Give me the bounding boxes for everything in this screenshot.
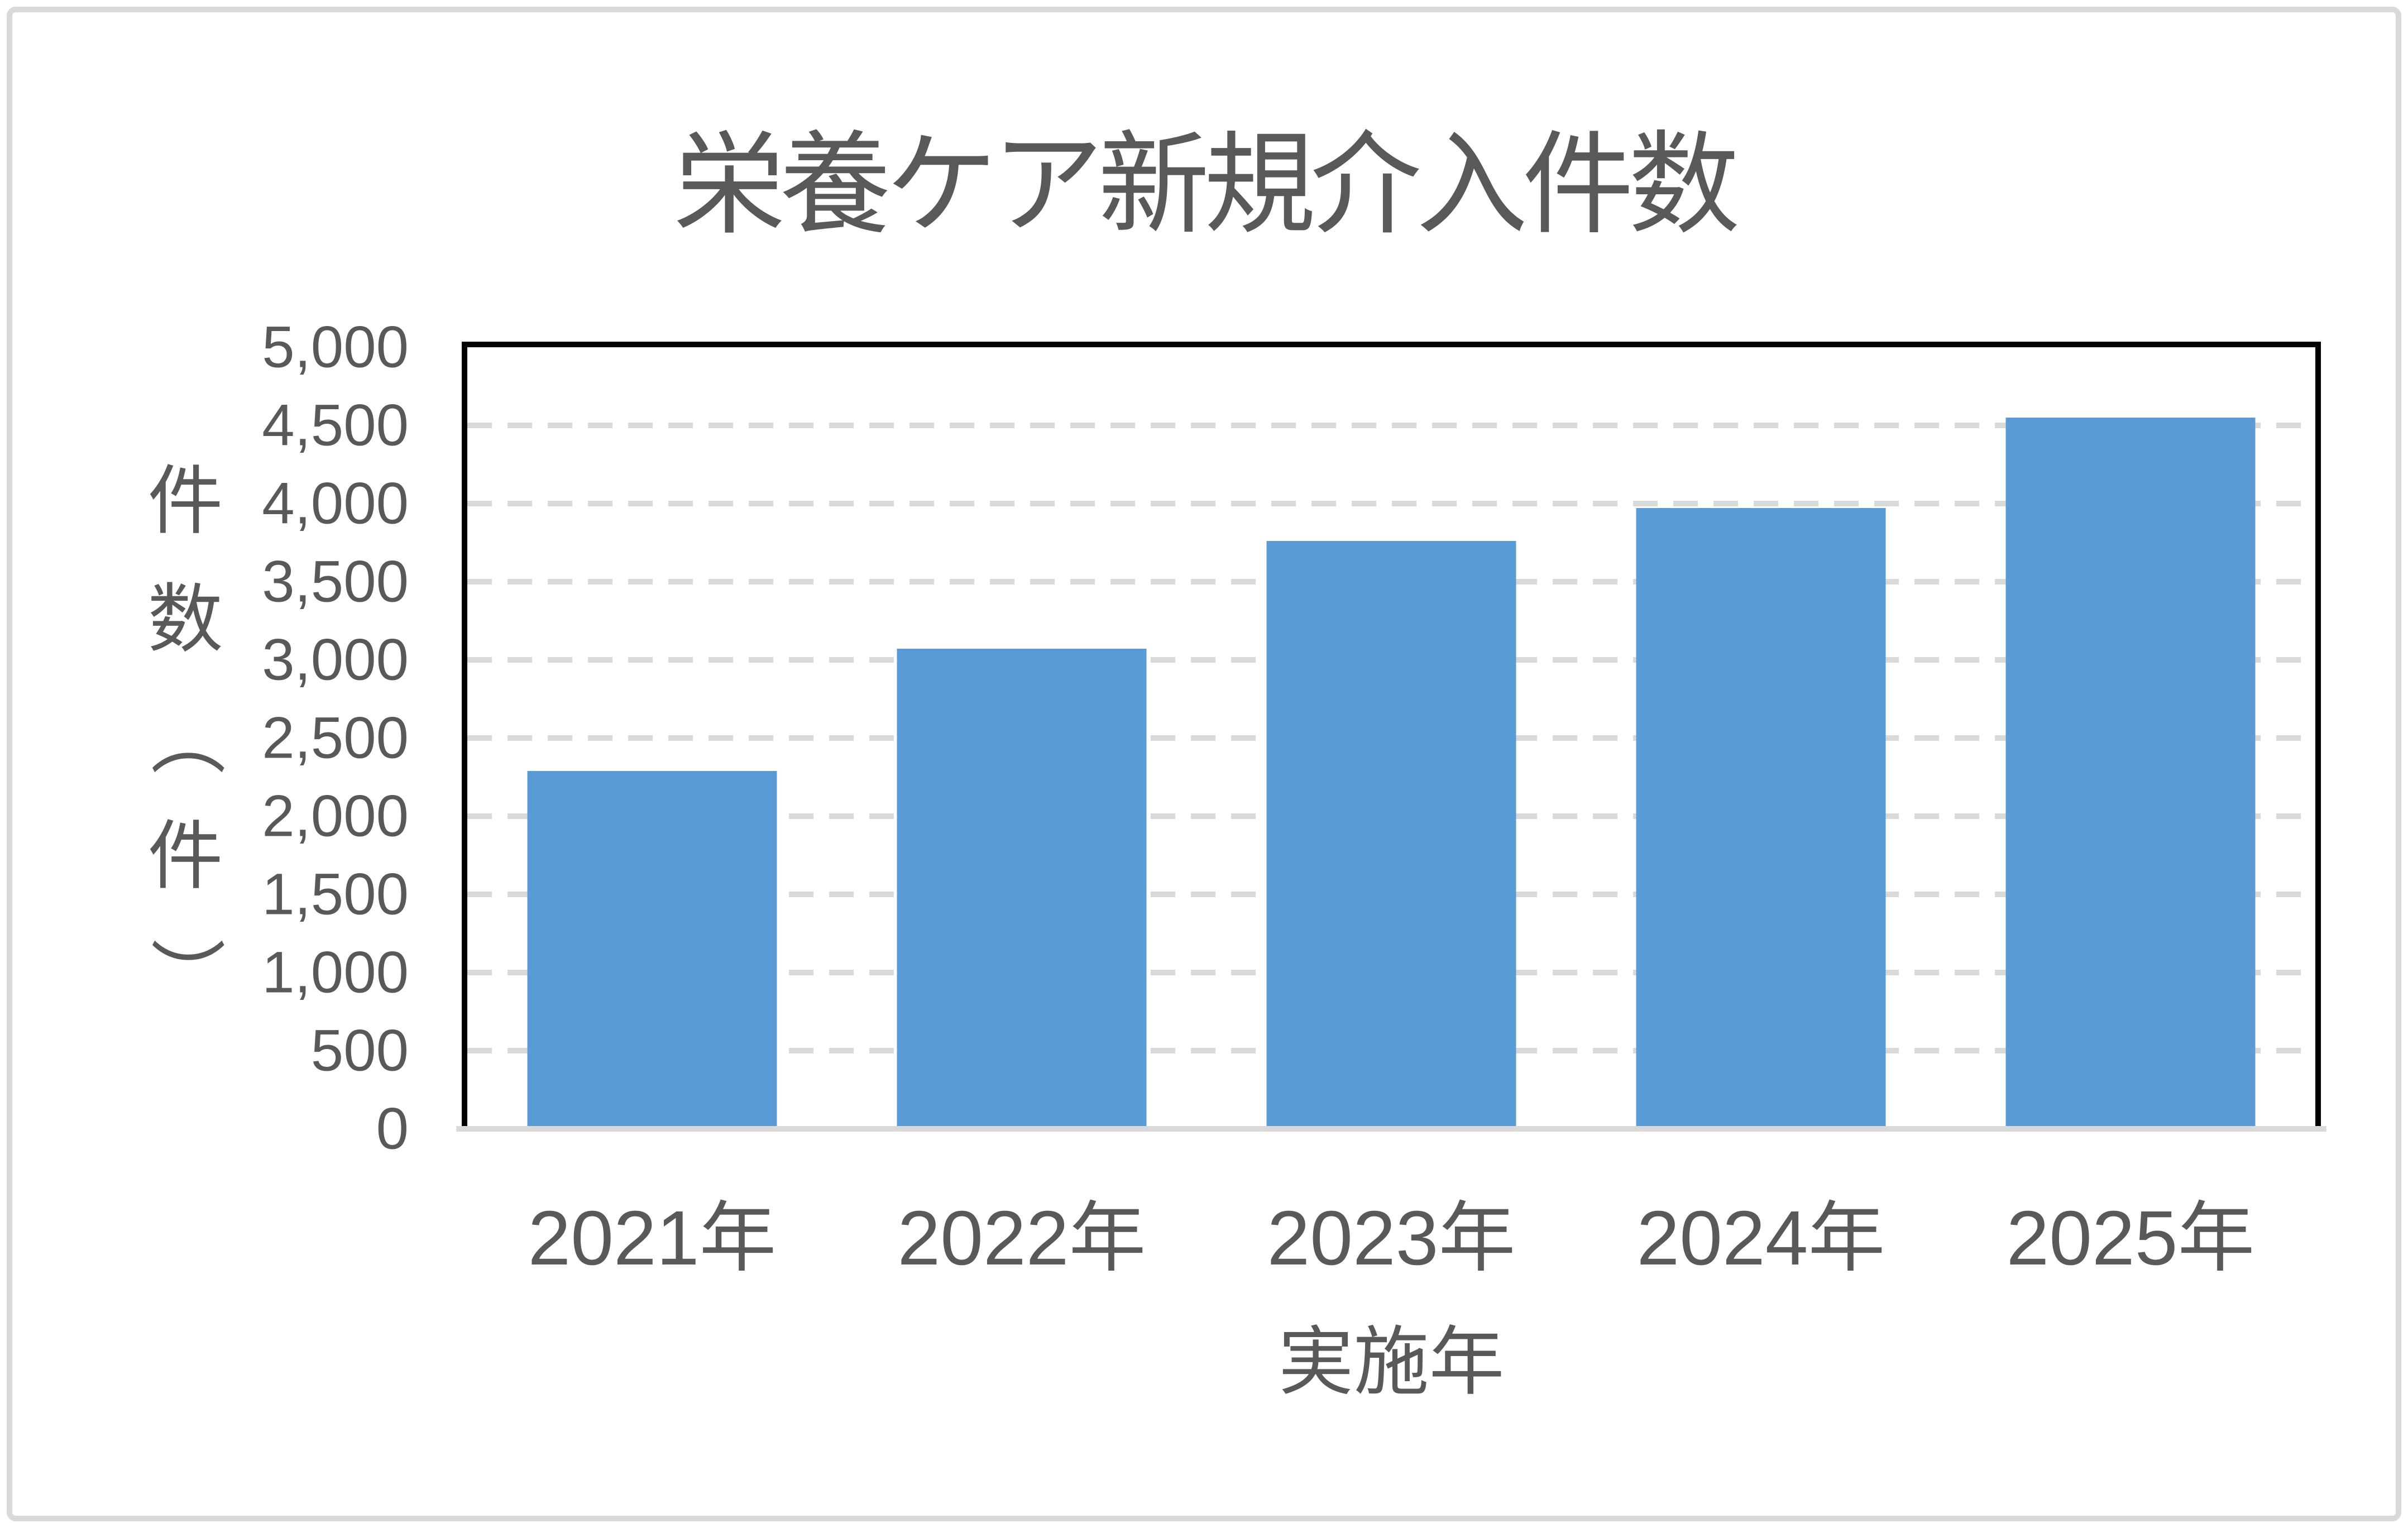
- chart-figure: 栄養ケア新規介入件数 件数（件） 5,000 4,500 4,000 3,500 3,0…: [7, 7, 2401, 1521]
- x-tick-label: 2022年: [897, 1195, 1146, 1281]
- y-tick-label: 0: [376, 1096, 409, 1162]
- y-tick-label: 4,500: [262, 392, 409, 458]
- y-axis-tick-labels: 5,000 4,500 4,000 3,500 3,000 2,500 2,000 1,500…: [12, 318, 409, 1158]
- y-axis-title: 件数（件）: [141, 442, 230, 1034]
- bar-slot: [467, 347, 837, 1129]
- plot-area: [462, 342, 2321, 1129]
- y-tick-label: 4,000: [262, 471, 409, 537]
- bar-2024年: [1636, 508, 1886, 1129]
- y-axis-title-char: 件: [147, 814, 223, 898]
- bar-slot: [1207, 347, 1576, 1129]
- x-tick-label: 2024年: [1636, 1195, 1885, 1281]
- x-axis-title: 実施年: [1278, 1320, 1505, 1404]
- y-axis-title-char: 数: [147, 577, 223, 662]
- y-tick-label: 5,000: [262, 314, 409, 380]
- x-axis-tick-labels: 2021年 2022年 2023年 2024年 2025年: [467, 1200, 2315, 1283]
- bar-2021年: [527, 771, 777, 1129]
- gridline: [467, 501, 2315, 506]
- gridline: [467, 423, 2315, 428]
- x-tick-label: 2021年: [528, 1195, 777, 1281]
- y-axis-title-char: 件: [147, 459, 223, 543]
- bar-slot: [837, 347, 1207, 1129]
- y-tick-label: 2,500: [262, 705, 409, 771]
- bar-2022年: [897, 649, 1147, 1129]
- bar-2023年: [1266, 541, 1516, 1129]
- x-tick-label: 2025年: [2006, 1195, 2255, 1281]
- x-tick-label: 2023年: [1267, 1195, 1516, 1281]
- y-tick-label: 1,000: [262, 940, 409, 1005]
- y-tick-label: 3,500: [262, 549, 409, 615]
- bar-slot: [1946, 347, 2315, 1129]
- x-axis-line: [456, 1126, 2326, 1132]
- bar-slot: [1576, 347, 1946, 1129]
- y-tick-label: 3,000: [262, 627, 409, 693]
- bar-2025年: [2005, 418, 2256, 1129]
- chart-title: 栄養ケア新規介入件数: [673, 123, 1740, 247]
- y-tick-label: 2,000: [262, 783, 409, 849]
- y-tick-label: 1,500: [262, 861, 409, 927]
- y-tick-label: 500: [310, 1018, 409, 1084]
